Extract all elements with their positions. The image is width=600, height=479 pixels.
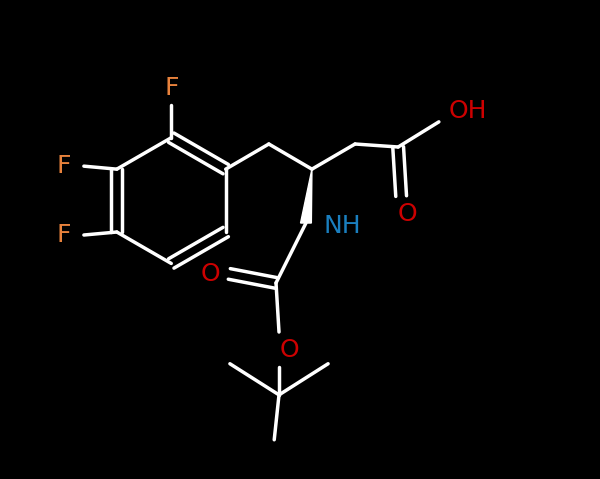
Text: F: F [57, 154, 71, 178]
Text: O: O [280, 338, 299, 362]
Text: F: F [57, 223, 71, 247]
Text: OH: OH [448, 99, 487, 123]
Text: O: O [397, 202, 417, 226]
Text: O: O [200, 262, 220, 286]
Text: F: F [164, 76, 179, 100]
Text: NH: NH [323, 214, 361, 238]
Polygon shape [301, 169, 312, 223]
